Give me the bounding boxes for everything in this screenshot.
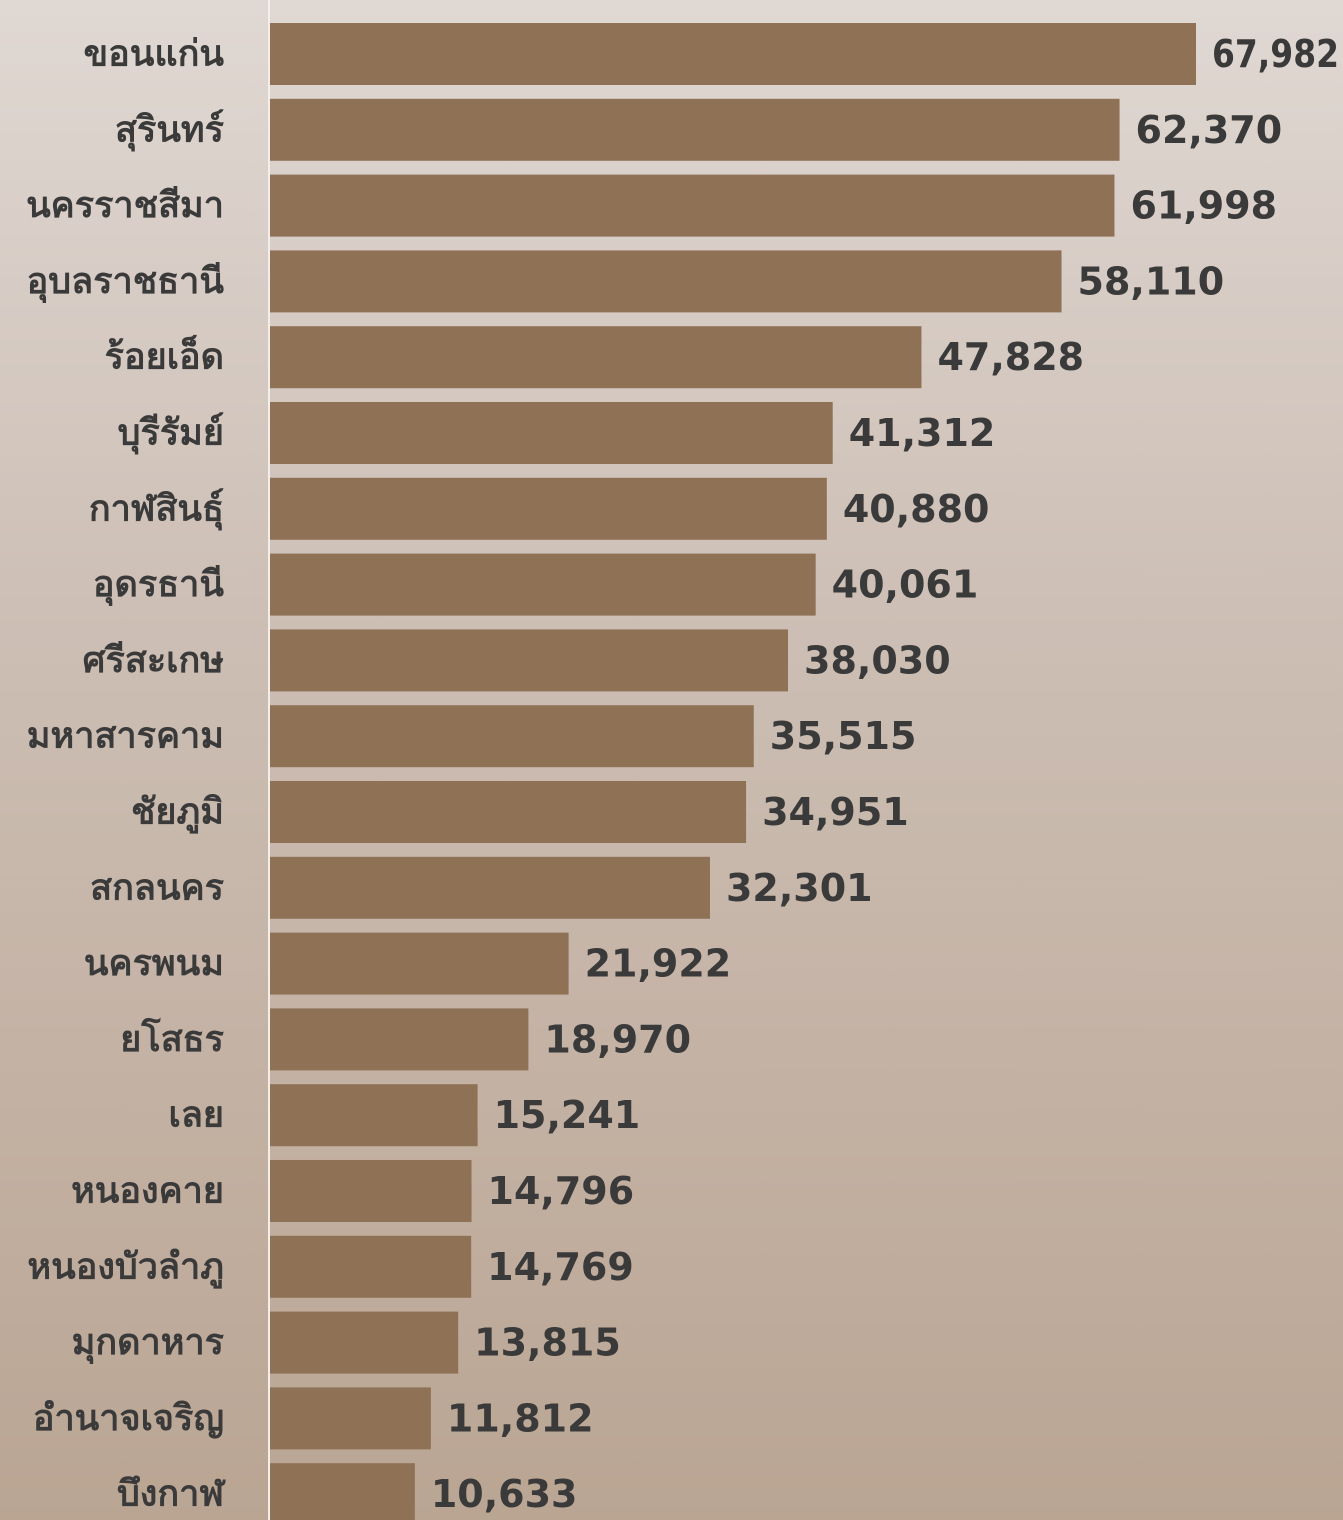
category-label: เลย: [169, 1095, 224, 1136]
value-label: 41,312: [849, 411, 996, 455]
category-label: หนองบัวลำภู: [27, 1246, 224, 1289]
value-label: 13,815: [474, 1321, 621, 1365]
bar: [270, 1387, 431, 1450]
category-label: บุรีรัมย์: [118, 412, 224, 456]
value-label: 35,515: [770, 714, 917, 758]
bars-group: ขอนแก่น 67,982 สุรินทร์ 62,370 นครราชสีมา 61,…: [26, 23, 1339, 1520]
bar: [270, 98, 1120, 161]
value-label: 40,061: [832, 563, 979, 607]
bar: [270, 477, 827, 540]
bar: [270, 932, 569, 995]
category-label: นครพนม: [84, 943, 224, 984]
category-label: สกลนคร: [90, 867, 225, 908]
category-label: อุบลราชธานี: [27, 261, 225, 304]
bar: [270, 705, 754, 768]
category-label: บึงกาฬ: [117, 1474, 226, 1515]
category-label: ยโสธร: [120, 1017, 224, 1060]
value-label: 18,970: [544, 1017, 691, 1061]
category-label: ชัยภูมิ: [131, 792, 224, 835]
value-label: 14,796: [488, 1169, 635, 1213]
bar: [270, 402, 833, 464]
value-label: 11,812: [447, 1396, 594, 1440]
value-label: 40,880: [843, 487, 990, 531]
category-label: มุกดาหาร: [72, 1322, 225, 1365]
category-label: ร้อยเอ็ด: [105, 334, 224, 378]
value-label: 14,769: [487, 1245, 634, 1289]
value-label: 47,828: [937, 335, 1084, 379]
category-label: ศรีสะเกษ: [83, 640, 224, 681]
value-label: 58,110: [1078, 259, 1225, 303]
bar: [270, 1084, 478, 1147]
bar: [270, 250, 1062, 313]
category-label: ขอนแก่น: [84, 34, 225, 75]
bar: [270, 1008, 529, 1071]
category-label: กาฬสินธุ์: [89, 487, 224, 531]
bar: [270, 856, 710, 919]
bar: [270, 1463, 415, 1520]
value-label: 67,982: [1212, 32, 1339, 76]
bar: [270, 23, 1196, 85]
value-label: 32,301: [726, 866, 873, 910]
bar: [270, 553, 816, 616]
bar: [270, 1311, 459, 1374]
category-label: นครราชสีมา: [26, 185, 224, 226]
value-label: 38,030: [804, 638, 951, 682]
value-label: 61,998: [1130, 184, 1277, 228]
value-label: 10,633: [431, 1472, 578, 1516]
category-label: มหาสารคาม: [27, 716, 224, 757]
bar: [270, 1235, 472, 1298]
bar: [270, 1160, 472, 1222]
value-label: 62,370: [1136, 108, 1283, 152]
bar: [270, 174, 1115, 237]
category-label: อุดรธานี: [93, 564, 225, 607]
category-label: สุรินทร์: [115, 108, 225, 152]
bar: [270, 326, 922, 389]
bar: [270, 629, 789, 692]
value-label: 15,241: [494, 1093, 641, 1137]
value-label: 34,951: [762, 790, 909, 834]
bar: [270, 781, 747, 843]
category-label: หนองคาย: [71, 1171, 224, 1212]
value-label: 21,922: [585, 942, 732, 986]
category-label: อำนาจเจริญ: [33, 1398, 224, 1439]
